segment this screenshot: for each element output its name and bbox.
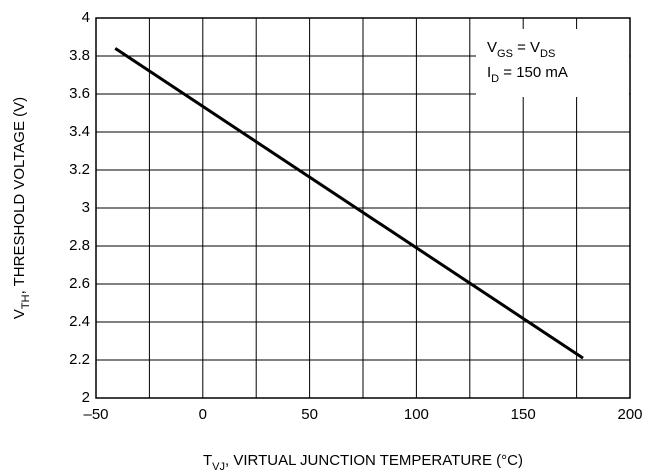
annotation-text-part: GS — [497, 48, 513, 60]
y-tick-label: 2.6 — [69, 275, 90, 292]
x-axis-label-part: VJ — [212, 461, 225, 473]
annotation-text-part: D — [491, 73, 499, 85]
annotation-text-part: = V — [513, 39, 540, 56]
y-tick-label: 2.2 — [69, 351, 90, 368]
y-tick-label: 3.4 — [69, 123, 90, 140]
y-tick-label: 2.8 — [69, 237, 90, 254]
x-tick-label: 0 — [199, 406, 207, 423]
y-axis-label-part: TH — [20, 294, 32, 309]
y-tick-label: 2.4 — [69, 313, 90, 330]
annotation-text-part: = 150 mA — [499, 64, 568, 81]
x-tick-label: 200 — [617, 406, 642, 423]
annotation-text-part: DS — [540, 48, 555, 60]
y-tick-label: 3.8 — [69, 47, 90, 64]
x-tick-label: –50 — [83, 406, 108, 423]
y-tick-label: 4 — [82, 9, 90, 26]
annotation-text: VGS = VDS — [487, 39, 555, 60]
x-tick-label: 100 — [404, 406, 429, 423]
plot-frame — [95, 17, 631, 399]
x-axis-label-part: T — [203, 452, 212, 469]
y-tick-label: 2 — [82, 389, 90, 406]
annotation-text-part: I — [487, 64, 491, 81]
x-tick-label: 50 — [301, 406, 318, 423]
y-axis-label-part: V — [11, 309, 28, 319]
annotation-box — [476, 29, 629, 97]
y-axis-label: VTH, THRESHOLD VOLTAGE (V) — [11, 97, 32, 319]
y-tick-label: 3 — [82, 199, 90, 216]
x-axis-label-part: , VIRTUAL JUNCTION TEMPERATURE (°C) — [225, 452, 523, 469]
annotation-text-part: V — [487, 39, 497, 56]
x-axis-label: TVJ, VIRTUAL JUNCTION TEMPERATURE (°C) — [203, 452, 523, 473]
x-tick-label: 150 — [511, 406, 536, 423]
y-axis-label-part: , THRESHOLD VOLTAGE (V) — [11, 97, 28, 295]
y-tick-label: 3.2 — [69, 161, 90, 178]
data-line — [114, 47, 584, 360]
y-tick-label: 3.6 — [69, 85, 90, 102]
annotation-text: ID = 150 mA — [487, 64, 568, 85]
